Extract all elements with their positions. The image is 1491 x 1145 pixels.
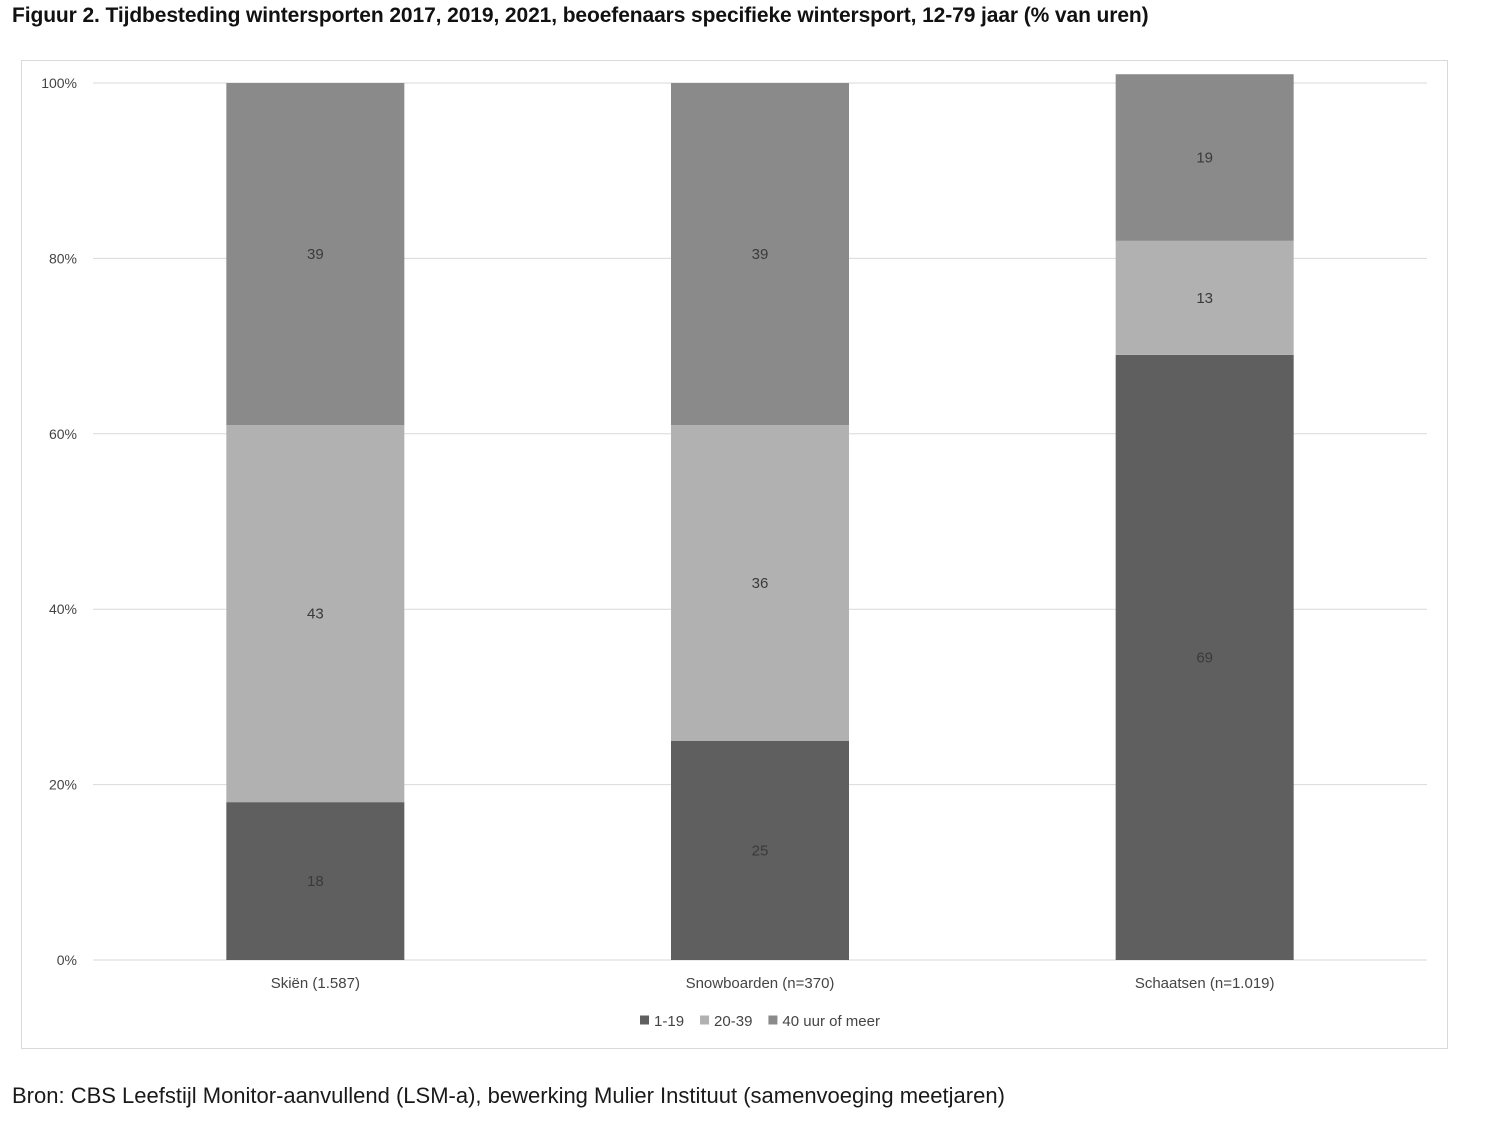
chart-frame: 0% 20% 40% 60% 80% 100% 18 43 39 Skiën (1.587) 25 3… bbox=[21, 60, 1448, 1049]
x-tick-label: Snowboarden (n=370) bbox=[686, 975, 835, 992]
legend-swatch bbox=[700, 1015, 710, 1025]
stacked-bar-chart: 0% 20% 40% 60% 80% 100% 18 43 39 Skiën (1.587) 25 3… bbox=[41, 74, 1427, 1030]
data-label: 19 bbox=[1196, 150, 1213, 167]
y-tick-label: 60% bbox=[49, 426, 77, 442]
bar-segment bbox=[1115, 354, 1294, 960]
legend-label: 1-19 bbox=[654, 1013, 684, 1030]
y-tick-label: 80% bbox=[49, 250, 77, 266]
legend-label: 40 uur of meer bbox=[782, 1013, 880, 1030]
data-label: 36 bbox=[752, 575, 769, 592]
bar-segment bbox=[1115, 74, 1294, 241]
legend-swatch bbox=[640, 1015, 650, 1025]
data-label: 13 bbox=[1196, 290, 1213, 307]
bar-segment bbox=[1115, 240, 1294, 355]
bar-segment bbox=[226, 83, 405, 426]
x-tick-label: Skiën (1.587) bbox=[271, 975, 360, 992]
data-label: 43 bbox=[307, 606, 324, 623]
data-label: 39 bbox=[752, 246, 769, 263]
bar-segment bbox=[226, 802, 405, 960]
bar-segment bbox=[671, 425, 849, 741]
y-tick-label: 0% bbox=[57, 952, 77, 968]
data-label: 69 bbox=[1196, 649, 1213, 666]
bar-segment bbox=[226, 425, 405, 803]
bar-segment bbox=[671, 83, 849, 426]
legend-label: 20-39 bbox=[714, 1013, 752, 1030]
legend-swatch bbox=[768, 1015, 778, 1025]
figure-title: Figuur 2. Tijdbesteding wintersporten 20… bbox=[12, 4, 1149, 27]
y-tick-label: 100% bbox=[41, 75, 77, 91]
y-tick-label: 20% bbox=[49, 777, 77, 793]
y-tick-label: 40% bbox=[49, 601, 77, 617]
bar-segment bbox=[671, 740, 849, 960]
data-label: 25 bbox=[752, 842, 769, 859]
source-note: Bron: CBS Leefstijl Monitor-aanvullend (… bbox=[12, 1083, 1005, 1108]
data-label: 18 bbox=[307, 873, 324, 890]
data-label: 39 bbox=[307, 246, 324, 263]
x-tick-label: Schaatsen (n=1.019) bbox=[1135, 975, 1275, 992]
